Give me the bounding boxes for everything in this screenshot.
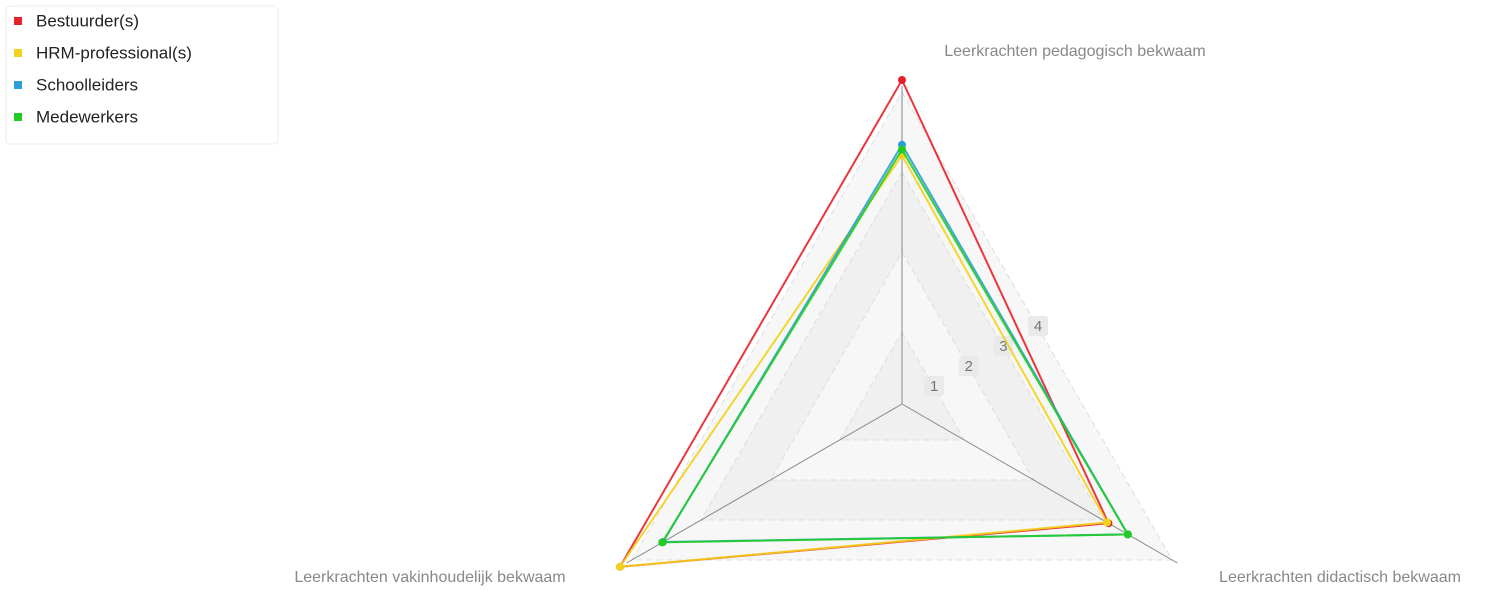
data-point — [898, 76, 906, 84]
tick-label: 3 — [999, 338, 1007, 355]
series-line — [660, 147, 1130, 544]
series-line — [617, 153, 1109, 568]
data-point — [658, 538, 667, 547]
tick-label-bg — [993, 336, 1014, 356]
data-point — [616, 562, 625, 571]
legend-box — [5, 5, 279, 145]
legend-label: Schoolleiders — [36, 75, 138, 94]
tick-label-bg — [958, 356, 979, 376]
legend-swatch — [14, 81, 22, 89]
tick-label-bg — [924, 376, 945, 396]
legend-swatch — [14, 49, 22, 57]
data-point — [1103, 518, 1112, 527]
axis-line — [901, 403, 1178, 564]
legend-label: HRM-professional(s) — [36, 43, 192, 62]
tick-label: 1 — [930, 378, 938, 395]
axis-label: Leerkrachten didactisch bekwaam — [1219, 569, 1461, 586]
tick-label: 4 — [1034, 318, 1042, 335]
tick-label-bg — [1028, 316, 1049, 336]
data-point — [898, 145, 906, 154]
tick-label: 2 — [965, 358, 973, 375]
axis-label: Leerkrachten pedagogisch bekwaam — [944, 43, 1206, 60]
legend-label: Medewerkers — [36, 107, 138, 126]
axis-line — [626, 403, 903, 564]
legend-swatch — [14, 17, 22, 25]
data-point — [1123, 530, 1132, 539]
legend-label: Bestuurder(s) — [36, 11, 139, 30]
legend-swatch — [14, 113, 22, 121]
axis-label: Leerkrachten vakinhoudelijk bekwaam — [294, 569, 565, 586]
